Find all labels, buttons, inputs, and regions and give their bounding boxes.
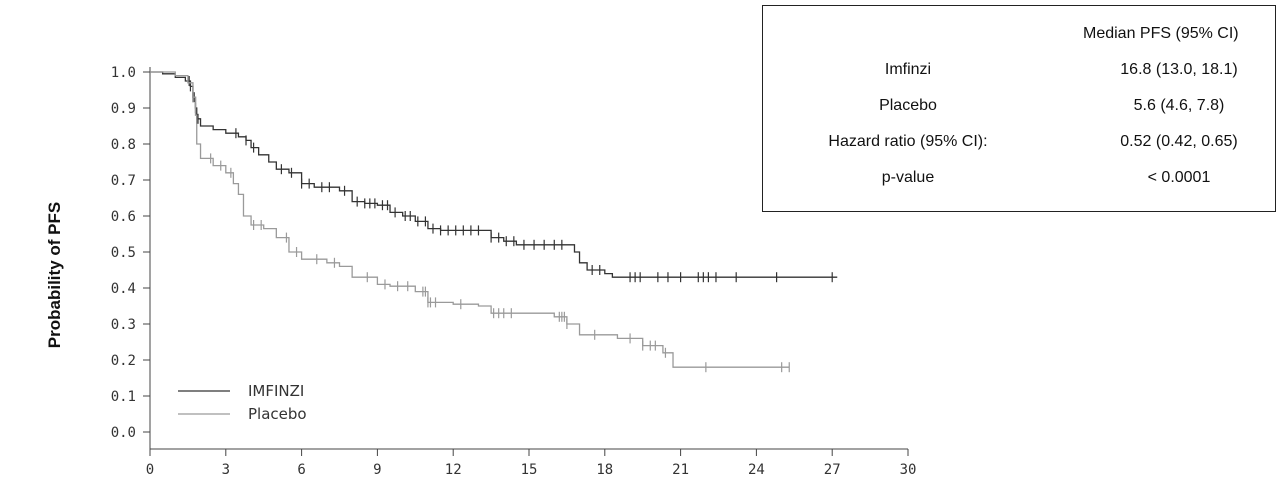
- series-line-imfinzi: [150, 71, 838, 278]
- summary-row-value: < 0.0001: [1147, 169, 1211, 186]
- legend-label-placebo: Placebo: [248, 405, 307, 423]
- x-tick-label: 12: [445, 462, 462, 478]
- summary-header-blank: [763, 16, 1083, 52]
- x-tick-label: 0: [146, 462, 154, 478]
- summary-row-imfinzi: Imfinzi 16.8 (13.0, 18.1): [763, 52, 1275, 88]
- axes: 0.0 0.1 0.2 0.3 0.4 0.5 0.6 0.7 0.8 0.9 1.0 0 3 6 9 12 1…: [111, 65, 917, 478]
- summary-row-value: 5.6 (4.6, 7.8): [1133, 97, 1225, 114]
- y-tick-label: 0.9: [111, 101, 136, 117]
- x-tick-label: 21: [672, 462, 689, 478]
- summary-row-label: p-value: [881, 169, 935, 186]
- series-layer: [150, 71, 838, 373]
- summary-row-label: Placebo: [879, 97, 937, 114]
- y-tick-label: 1.0: [111, 65, 136, 81]
- legend-label-imfinzi: IMFINZI: [248, 382, 304, 400]
- x-tick-label: 9: [373, 462, 381, 478]
- x-tick-label: 30: [900, 462, 917, 478]
- y-tick-label: 0.5: [111, 245, 136, 261]
- y-tick-label: 0.8: [111, 137, 136, 153]
- x-tick-label: 15: [521, 462, 538, 478]
- summary-header-median: Median PFS (95% CI): [1083, 25, 1239, 42]
- y-axis-label: Probability of PFS: [45, 201, 64, 349]
- summary-row-hazard-ratio: Hazard ratio (95% CI): 0.52 (0.42, 0.65): [763, 124, 1275, 160]
- x-tick-label: 27: [824, 462, 841, 478]
- y-tick-label: 0.3: [111, 317, 136, 333]
- legend: IMFINZI Placebo: [178, 382, 307, 423]
- x-tick-label: 6: [297, 462, 305, 478]
- y-tick-label: 0.7: [111, 173, 136, 189]
- x-tick-label: 24: [748, 462, 765, 478]
- y-tick-label: 0.4: [111, 281, 136, 297]
- series-line-placebo: [150, 71, 790, 368]
- x-tick-label: 3: [222, 462, 230, 478]
- summary-row-p-value: p-value < 0.0001: [763, 160, 1275, 196]
- summary-row-placebo: Placebo 5.6 (4.6, 7.8): [763, 88, 1275, 124]
- summary-row-label: Imfinzi: [884, 61, 932, 78]
- summary-header-row: Median PFS (95% CI): [763, 16, 1275, 52]
- y-tick-label: 0.6: [111, 209, 136, 225]
- y-tick-label: 0.2: [111, 353, 136, 369]
- summary-table: Median PFS (95% CI) Imfinzi 16.8 (13.0, …: [762, 5, 1276, 212]
- y-tick-label: 0.0: [111, 425, 136, 441]
- summary-row-label: Hazard ratio (95% CI):: [828, 133, 988, 150]
- x-tick-label: 18: [596, 462, 613, 478]
- summary-row-value: 16.8 (13.0, 18.1): [1120, 61, 1238, 78]
- y-tick-label: 0.1: [111, 389, 136, 405]
- summary-row-value: 0.52 (0.42, 0.65): [1120, 133, 1238, 150]
